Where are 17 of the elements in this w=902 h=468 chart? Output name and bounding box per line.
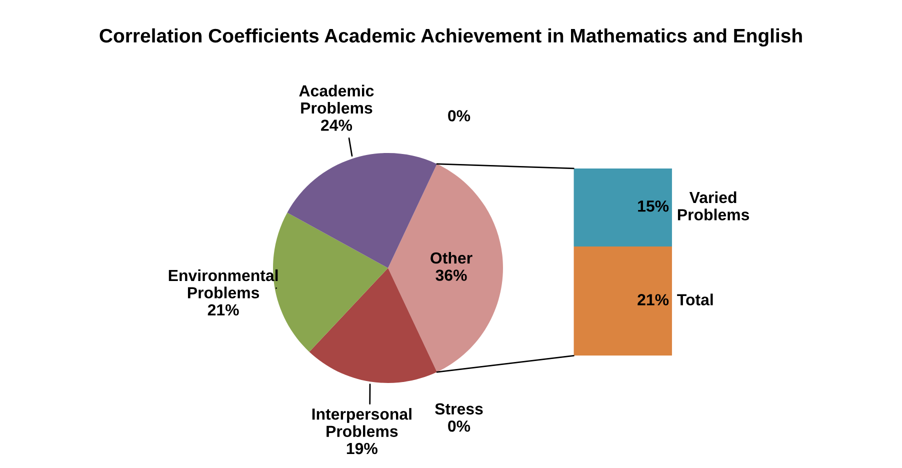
text: 0% xyxy=(448,420,470,432)
data-label: 19% xyxy=(346,442,378,454)
text: 0% xyxy=(448,110,470,122)
data-label: 15% xyxy=(638,200,669,212)
data-label: 21% xyxy=(638,294,669,306)
data-label: 24% xyxy=(321,120,352,131)
chart-title: Correlation Coefficients Academic Achievement in Mathematics and English xyxy=(100,28,802,47)
slice-label: Other xyxy=(430,252,472,264)
slice-label: Interpersonal Problems xyxy=(312,408,412,437)
series-label: Total xyxy=(677,294,713,306)
slice-label: Academic Problems xyxy=(299,84,374,114)
data-label: 21% xyxy=(208,304,239,316)
category-label: Stress xyxy=(435,403,483,415)
data-label: 36% xyxy=(436,270,467,281)
pie-slice xyxy=(309,268,437,383)
series-label: Varied Problems xyxy=(678,191,750,220)
pie-slice xyxy=(388,164,503,372)
